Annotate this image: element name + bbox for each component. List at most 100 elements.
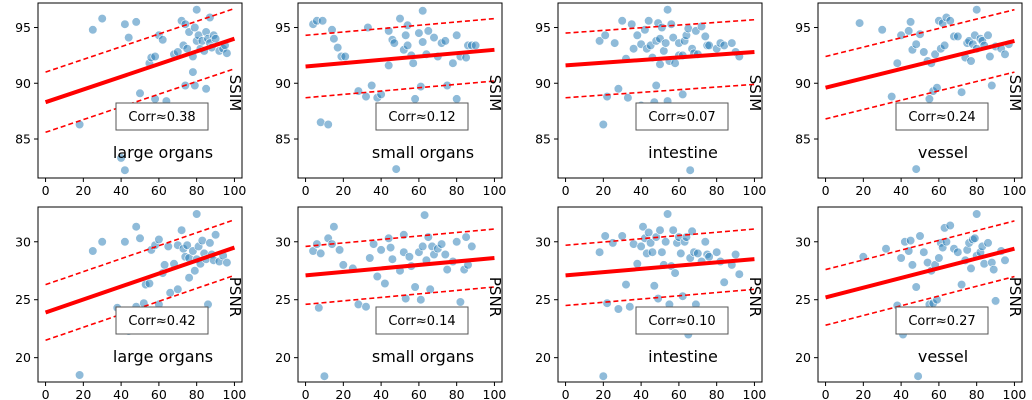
x-tick-label: 20: [335, 387, 351, 400]
data-point: [327, 25, 337, 35]
data-point: [854, 18, 865, 28]
group-label: small organs: [372, 347, 474, 366]
metric-label: SSIM: [486, 75, 504, 111]
data-point: [389, 38, 399, 48]
x-tick-label: 20: [75, 387, 91, 400]
data-point: [192, 209, 202, 219]
lower-band-line: [305, 286, 495, 306]
x-tick-label: 60: [411, 387, 427, 400]
data-point: [911, 39, 921, 49]
data-point: [467, 241, 477, 251]
regression-line: [825, 246, 1015, 300]
data-point: [632, 30, 642, 40]
x-tick-label: 60: [931, 183, 947, 198]
correlation-label: Corr≈0.42: [128, 314, 195, 329]
x-tick-label: 100: [223, 387, 247, 400]
data-point: [979, 259, 989, 269]
data-point: [644, 16, 654, 26]
data-point: [182, 240, 192, 250]
data-point: [657, 22, 667, 33]
upper-band-line: [45, 218, 235, 286]
data-point: [120, 237, 130, 247]
correlation-label: Corr≈0.12: [388, 110, 455, 125]
plot-area: [825, 209, 1015, 381]
data-point: [685, 165, 695, 175]
data-point: [668, 225, 678, 235]
x-tick-label: 0: [42, 183, 50, 198]
y-tick-label: 20: [795, 350, 811, 365]
correlation-label: Corr≈0.07: [648, 110, 715, 125]
data-point: [319, 371, 330, 381]
regression-line: [44, 245, 236, 315]
data-point: [924, 94, 935, 104]
correlation-label: Corr≈0.14: [388, 314, 455, 329]
x-tick-label: 40: [113, 183, 129, 198]
data-point: [97, 14, 107, 24]
data-point: [627, 19, 637, 29]
x-tick-label: 0: [562, 387, 570, 400]
correlation-box: [895, 306, 989, 335]
panel-psnr-small-organs: 0 20 40 60 80 100 20 25 30 PSNR Corr≈0.14 small org…: [275, 206, 507, 400]
data-point: [452, 237, 462, 247]
data-point: [919, 47, 929, 57]
data-point: [608, 238, 618, 248]
data-point: [384, 60, 394, 71]
data-point: [877, 25, 887, 35]
x-tick-label: 100: [483, 387, 507, 400]
data-point: [329, 34, 339, 44]
data-point: [647, 247, 658, 257]
y-tick-label: 90: [795, 76, 811, 91]
upper-band-line: [825, 220, 1015, 271]
data-point: [919, 247, 929, 257]
data-point: [956, 87, 967, 97]
data-point: [915, 231, 925, 241]
data-point: [211, 34, 221, 44]
data-point: [429, 32, 439, 43]
data-point: [623, 93, 633, 103]
data-point: [956, 280, 967, 290]
data-point: [442, 265, 452, 275]
plot-area: [44, 5, 236, 175]
data-point: [314, 303, 324, 313]
data-point: [730, 249, 741, 260]
data-point: [621, 280, 631, 290]
data-point: [896, 253, 906, 263]
data-point: [404, 252, 415, 262]
lower-band-line: [825, 71, 1015, 120]
data-point: [452, 30, 462, 40]
data-point: [222, 48, 232, 58]
y-tick-label: 85: [15, 131, 31, 146]
y-tick-label: 20: [275, 350, 291, 365]
data-point: [905, 17, 916, 27]
data-point: [617, 16, 627, 26]
data-point: [380, 278, 390, 289]
data-point: [163, 241, 173, 251]
x-tick-label: 20: [75, 183, 91, 198]
data-point: [915, 29, 925, 39]
axes-frame: [297, 206, 503, 383]
data-point: [165, 288, 175, 298]
regression-line: [44, 36, 236, 105]
x-tick-label: 20: [595, 183, 611, 198]
data-point: [190, 22, 200, 33]
data-point: [124, 32, 134, 43]
data-point: [88, 246, 98, 256]
data-point: [953, 247, 963, 257]
regression-line: [305, 47, 495, 69]
x-tick-label: 40: [893, 387, 909, 400]
data-point: [353, 299, 364, 310]
data-point: [625, 302, 635, 312]
panel-ssim-vessel: 0 20 40 60 80 100 85 90 95 SSIM Corr≈0.24 vessel: [795, 2, 1026, 198]
panel-psnr-vessel: 0 20 40 60 80 100 20 25 30 PSNR Corr≈0.27 vessel: [795, 206, 1026, 400]
data-point: [448, 58, 458, 68]
metric-label: PSNR: [486, 277, 504, 317]
data-point: [966, 56, 976, 66]
data-point: [1000, 49, 1010, 59]
x-tick-label: 0: [302, 183, 310, 198]
data-point: [655, 59, 665, 69]
data-point: [423, 232, 433, 242]
data-point: [416, 295, 426, 305]
data-point: [613, 304, 624, 314]
group-label: intestine: [648, 143, 718, 162]
data-point: [401, 294, 411, 304]
